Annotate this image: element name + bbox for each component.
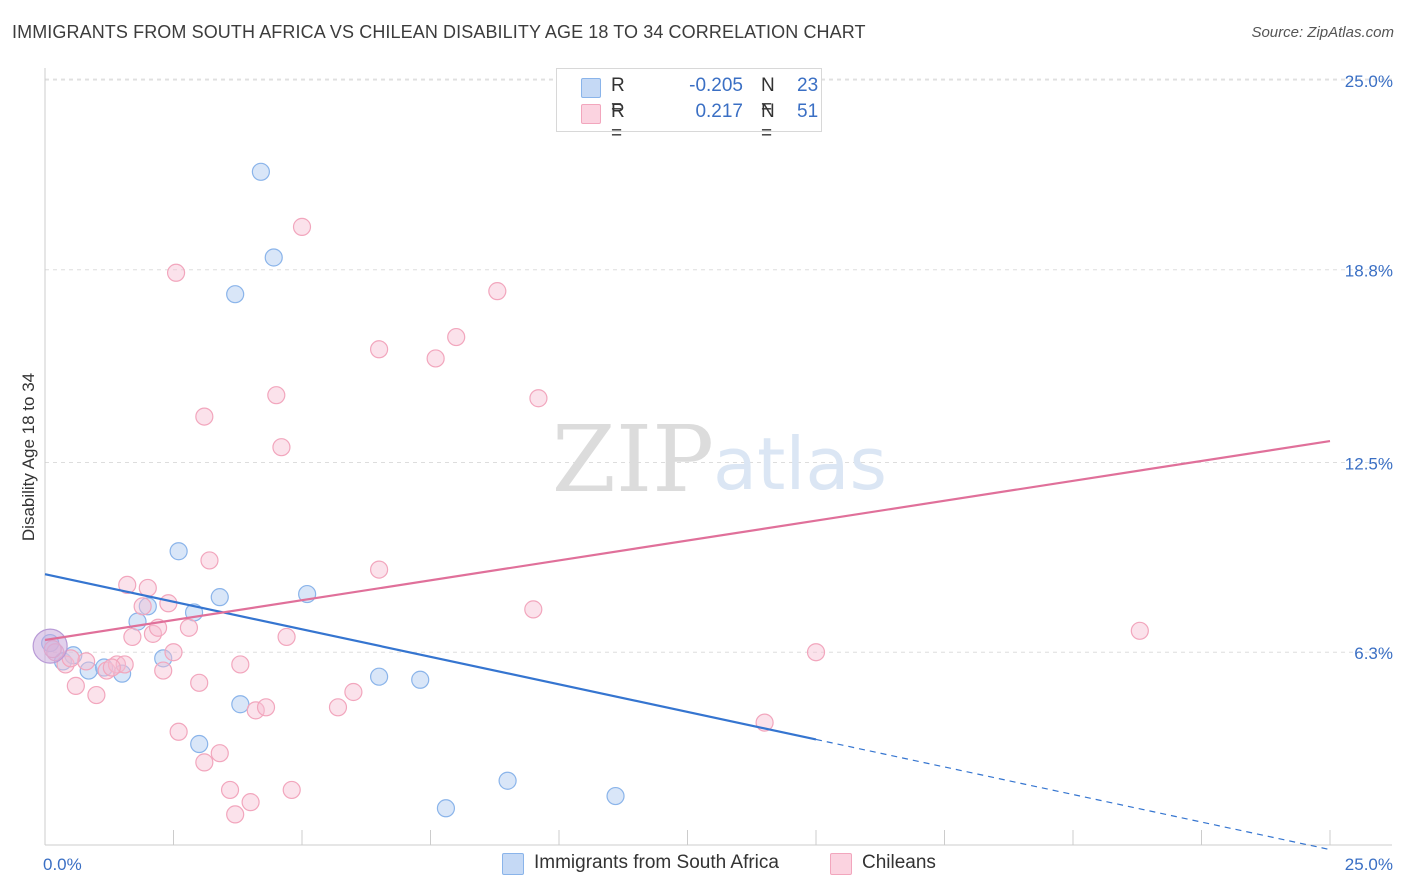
point-chileans: [524, 600, 543, 619]
point-south-africa: [251, 162, 270, 181]
point-chileans: [102, 658, 121, 677]
label-layer: 6.3% 12.5% 18.8% 25.0% 0.0% 25.0% Disability A…: [19, 72, 1393, 874]
point-cluster: [32, 628, 68, 664]
watermark: ZIP atlas: [552, 406, 887, 513]
point-chileans: [272, 438, 291, 457]
point-chileans: [246, 701, 265, 720]
correlation-legend: R = -0.205 N = 23 R = 0.217 N = 51: [556, 68, 822, 144]
legend-r-label: R =: [611, 75, 625, 118]
y-tick-label: 6.3%: [1354, 644, 1393, 663]
trend-line-south-africa: [44, 573, 817, 741]
point-chileans: [169, 722, 188, 741]
point-chileans: [123, 627, 142, 647]
point-chileans: [447, 327, 466, 347]
point-chileans: [328, 698, 348, 717]
legend-r-label: R =: [611, 101, 625, 144]
axis-layer: [44, 68, 1392, 846]
watermark-zip: ZIP: [552, 406, 714, 513]
point-chileans: [426, 349, 445, 368]
legend-n-label: N =: [761, 75, 775, 118]
point-south-africa: [210, 588, 229, 607]
point-chileans: [118, 575, 137, 595]
bottom-legend-swatch-blue: [502, 853, 524, 875]
y-tick-label: 18.8%: [1345, 262, 1393, 281]
grid-layer: [45, 78, 1392, 653]
point-south-africa: [226, 285, 245, 304]
point-south-africa: [370, 667, 389, 686]
point-south-africa: [498, 771, 517, 790]
bottom-legend-swatch-pink: [830, 853, 852, 875]
chart-source: Source: ZipAtlas.com: [1251, 24, 1394, 41]
point-chileans: [241, 793, 260, 812]
bottom-legend-label: Immigrants from South Africa: [534, 852, 779, 873]
chart-title: IMMIGRANTS FROM SOUTH AFRICA VS CHILEAN …: [12, 22, 866, 42]
points-layer: [32, 162, 1149, 824]
point-chileans: [190, 673, 209, 692]
point-chileans: [256, 698, 276, 717]
bottom-legend-label: Chileans: [862, 852, 936, 873]
point-chileans: [159, 594, 178, 613]
x-tick-label: 25.0%: [1345, 855, 1393, 874]
point-chileans: [107, 655, 127, 674]
y-tick-label: 12.5%: [1345, 455, 1393, 474]
point-chileans: [195, 407, 214, 426]
point-chileans: [179, 618, 199, 637]
point-chileans: [220, 780, 240, 800]
point-chileans: [292, 217, 312, 236]
point-chileans: [164, 643, 183, 662]
legend-r-value: 0.217: [695, 101, 743, 122]
point-chileans: [226, 805, 245, 824]
point-chileans: [277, 627, 296, 647]
legend-n-value: 51: [797, 101, 819, 122]
trend-layer: [44, 439, 1331, 851]
point-south-africa: [264, 248, 283, 267]
point-chileans: [166, 263, 186, 282]
point-chileans: [267, 386, 286, 405]
point-chileans: [806, 643, 826, 662]
point-chileans: [344, 682, 363, 702]
point-south-africa: [411, 670, 430, 689]
point-south-africa: [138, 597, 157, 616]
point-south-africa: [436, 799, 456, 818]
legend-r-value: -0.205: [689, 75, 743, 96]
point-chileans: [97, 661, 116, 680]
point-chileans: [154, 661, 173, 680]
point-chileans: [77, 652, 96, 671]
point-chileans: [529, 389, 548, 408]
point-chileans: [66, 676, 85, 695]
point-south-africa: [606, 786, 625, 806]
point-chileans: [370, 560, 389, 579]
point-south-africa: [190, 734, 209, 754]
point-chileans: [87, 685, 106, 705]
point-chileans: [231, 655, 250, 674]
point-chileans: [488, 282, 507, 301]
watermark-atlas: atlas: [713, 422, 887, 506]
point-chileans: [195, 753, 214, 772]
legend-swatch-pink: [581, 104, 601, 124]
y-axis-label: Disability Age 18 to 34: [19, 373, 38, 541]
y-tick-label: 25.0%: [1345, 72, 1393, 91]
legend-n-value: 23: [797, 75, 819, 96]
trend-line-chileans: [44, 439, 1331, 642]
point-chileans: [370, 340, 389, 359]
point-south-africa: [231, 695, 250, 714]
point-chileans: [133, 597, 152, 616]
legend-swatch-blue: [581, 78, 601, 98]
point-chileans: [282, 780, 301, 800]
legend-n-label: N =: [761, 101, 775, 144]
point-south-africa: [169, 542, 188, 561]
point-chileans: [210, 744, 229, 763]
point-chileans: [200, 551, 219, 570]
point-chileans: [1130, 621, 1149, 640]
x-tick-label: 0.0%: [43, 855, 82, 874]
